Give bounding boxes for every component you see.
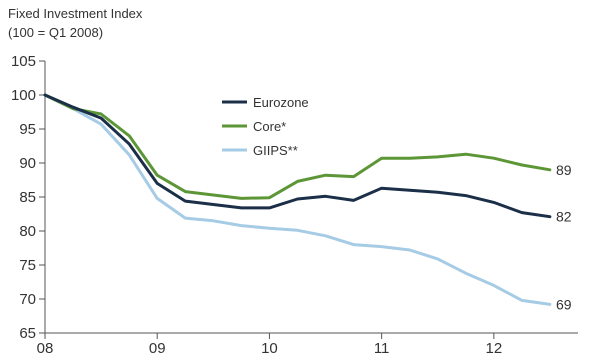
end-value-label: 89 [556, 162, 572, 178]
y-tick-label: 70 [19, 291, 36, 308]
x-tick-label: 10 [261, 340, 278, 355]
series-line-giips [43, 93, 552, 306]
y-tick-label: 75 [19, 257, 36, 274]
x-tick-label: 09 [149, 340, 166, 355]
y-tick-label: 65 [19, 325, 36, 342]
legend-label: GIIPS** [253, 143, 298, 158]
y-tick-label: 90 [19, 155, 36, 172]
x-tick-label: 11 [374, 340, 390, 355]
y-tick-label: 105 [11, 53, 36, 70]
x-tick-label: 12 [485, 340, 502, 355]
legend-label: Core* [253, 119, 286, 134]
y-tick-label: 80 [19, 223, 36, 240]
series-lines [43, 93, 552, 306]
legend: Eurozone Core* GIIPS** [222, 95, 309, 158]
x-tick-label: 08 [37, 340, 54, 355]
series-line-core [43, 93, 552, 200]
end-labels: 82 89 69 [556, 162, 572, 313]
legend-label: Eurozone [253, 95, 309, 110]
end-value-label: 69 [556, 296, 572, 312]
y-tick-label: 85 [19, 189, 36, 206]
y-axis-label-line-2: (100 = Q1 2008) [8, 25, 103, 40]
y-axis-label-line-1: Fixed Investment Index [8, 6, 143, 21]
y-tick-label: 95 [19, 121, 36, 138]
series-line-eurozone [43, 93, 552, 219]
y-tick-label: 100 [11, 87, 36, 104]
end-value-label: 82 [556, 209, 572, 225]
axes: 65 70 75 80 85 90 95 100 105 08 09 10 11 12 [11, 53, 578, 355]
